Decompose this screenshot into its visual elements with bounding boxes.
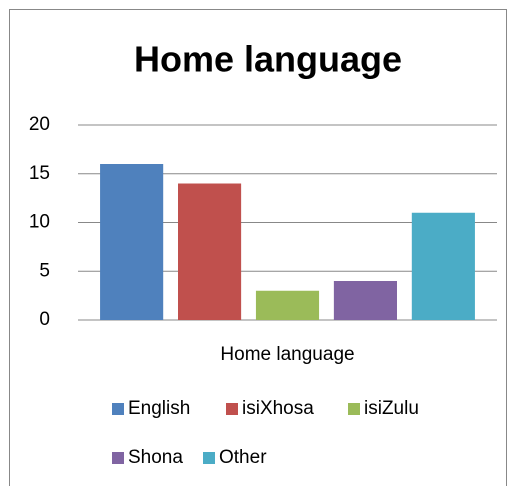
legend-label: Other <box>219 447 267 468</box>
legend-swatch <box>226 403 238 415</box>
y-tick-label: 10 <box>29 212 50 233</box>
y-tick-label: 0 <box>39 309 50 330</box>
legend-label: English <box>128 398 190 419</box>
bar <box>178 183 242 320</box>
y-tick-label: 15 <box>29 163 50 184</box>
y-tick-label: 5 <box>39 260 50 281</box>
legend-label: Shona <box>128 447 183 468</box>
legend-swatch <box>112 403 124 415</box>
legend-swatch <box>203 452 215 464</box>
chart-title: Home language <box>134 39 402 80</box>
x-tick-label: Home language <box>220 344 354 365</box>
bar <box>333 281 397 320</box>
bar <box>411 212 475 320</box>
legend-swatch <box>348 403 360 415</box>
bar <box>255 290 320 320</box>
bar <box>100 164 164 320</box>
y-tick-label: 20 <box>29 114 50 135</box>
legend-swatch <box>112 452 124 464</box>
legend-label: isiXhosa <box>242 398 314 419</box>
legend-label: isiZulu <box>364 398 419 419</box>
